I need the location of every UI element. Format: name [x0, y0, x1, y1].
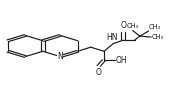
Text: CH₃: CH₃: [152, 34, 164, 40]
Text: CH₃: CH₃: [126, 23, 138, 30]
Text: O: O: [96, 68, 102, 77]
Text: CH₃: CH₃: [149, 24, 161, 30]
Text: OH: OH: [116, 56, 127, 64]
Text: O: O: [120, 21, 126, 30]
Text: HN: HN: [106, 33, 118, 42]
Text: N: N: [57, 52, 63, 61]
